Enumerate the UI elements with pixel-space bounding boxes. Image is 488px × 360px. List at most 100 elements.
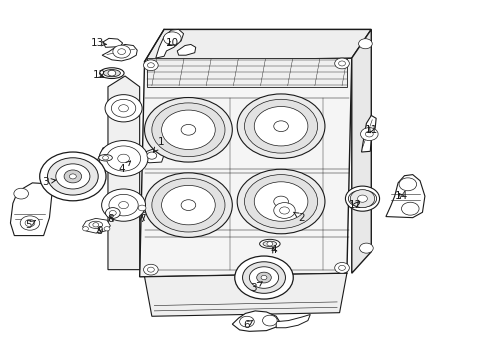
Polygon shape: [276, 315, 310, 328]
Text: 14: 14: [394, 191, 407, 201]
Circle shape: [99, 140, 148, 176]
Circle shape: [144, 173, 232, 237]
Circle shape: [398, 178, 416, 191]
Circle shape: [119, 105, 128, 112]
Circle shape: [104, 226, 110, 231]
Circle shape: [109, 211, 116, 216]
Text: 10: 10: [165, 38, 179, 48]
Circle shape: [113, 45, 130, 58]
Circle shape: [147, 63, 154, 68]
Circle shape: [93, 223, 99, 227]
Text: 5: 5: [25, 220, 35, 230]
Text: 4: 4: [118, 161, 130, 174]
Polygon shape: [385, 175, 424, 218]
Circle shape: [242, 262, 285, 293]
Ellipse shape: [259, 239, 280, 248]
Circle shape: [118, 49, 125, 54]
Circle shape: [334, 262, 348, 273]
Circle shape: [163, 32, 181, 45]
Polygon shape: [156, 30, 183, 58]
Circle shape: [365, 131, 372, 137]
Circle shape: [273, 196, 288, 207]
Circle shape: [360, 128, 377, 140]
Polygon shape: [108, 76, 140, 270]
Polygon shape: [10, 183, 52, 235]
Text: 12: 12: [348, 200, 362, 210]
Circle shape: [261, 275, 266, 280]
Circle shape: [47, 158, 98, 195]
Circle shape: [118, 154, 129, 163]
Circle shape: [254, 182, 307, 221]
Circle shape: [349, 190, 374, 208]
Circle shape: [106, 146, 141, 171]
Ellipse shape: [103, 69, 120, 77]
Polygon shape: [351, 30, 370, 273]
Ellipse shape: [263, 241, 276, 247]
Circle shape: [266, 242, 272, 246]
Text: 7: 7: [139, 214, 145, 224]
Circle shape: [237, 94, 325, 158]
Polygon shape: [140, 58, 351, 277]
Circle shape: [56, 164, 90, 189]
Ellipse shape: [100, 68, 124, 78]
Circle shape: [237, 169, 325, 234]
Circle shape: [256, 272, 271, 283]
Circle shape: [234, 256, 293, 299]
Polygon shape: [177, 44, 195, 55]
Polygon shape: [82, 219, 110, 233]
Text: 8: 8: [107, 214, 114, 224]
Polygon shape: [140, 148, 163, 163]
Text: 3: 3: [249, 282, 262, 293]
Circle shape: [357, 195, 366, 202]
Circle shape: [144, 98, 232, 162]
Circle shape: [143, 60, 158, 71]
Text: 9: 9: [96, 226, 102, 236]
Text: 1: 1: [153, 138, 164, 152]
Polygon shape: [144, 273, 346, 316]
Ellipse shape: [347, 190, 376, 207]
Circle shape: [40, 152, 106, 201]
Text: 12: 12: [92, 70, 105, 80]
Circle shape: [152, 103, 224, 157]
Circle shape: [152, 178, 224, 232]
Circle shape: [109, 194, 138, 216]
Circle shape: [161, 110, 215, 149]
Polygon shape: [135, 202, 149, 215]
Circle shape: [345, 186, 379, 211]
Polygon shape: [361, 116, 375, 152]
Circle shape: [14, 188, 28, 199]
Ellipse shape: [89, 221, 102, 228]
Circle shape: [138, 205, 146, 211]
Circle shape: [147, 152, 157, 159]
Circle shape: [143, 264, 158, 275]
Circle shape: [338, 61, 345, 66]
Circle shape: [64, 170, 81, 183]
Circle shape: [119, 202, 128, 209]
Text: 11: 11: [364, 125, 377, 135]
Polygon shape: [96, 148, 118, 164]
Polygon shape: [102, 44, 137, 61]
Text: 2: 2: [293, 212, 305, 222]
Circle shape: [161, 185, 215, 225]
Circle shape: [102, 156, 108, 160]
Circle shape: [359, 243, 372, 253]
Circle shape: [82, 226, 88, 231]
Circle shape: [279, 207, 289, 214]
Circle shape: [239, 316, 254, 327]
Text: 4: 4: [270, 245, 277, 255]
Circle shape: [105, 95, 142, 122]
Text: 13: 13: [90, 38, 106, 48]
Polygon shape: [147, 58, 346, 87]
Circle shape: [273, 203, 295, 219]
Circle shape: [273, 121, 288, 132]
Polygon shape: [96, 158, 142, 171]
Circle shape: [244, 99, 317, 153]
Circle shape: [181, 200, 195, 211]
Circle shape: [262, 315, 277, 326]
Circle shape: [249, 267, 278, 288]
Circle shape: [147, 267, 154, 272]
Circle shape: [111, 99, 136, 117]
Circle shape: [20, 216, 40, 230]
Polygon shape: [144, 30, 370, 62]
Circle shape: [108, 70, 116, 76]
